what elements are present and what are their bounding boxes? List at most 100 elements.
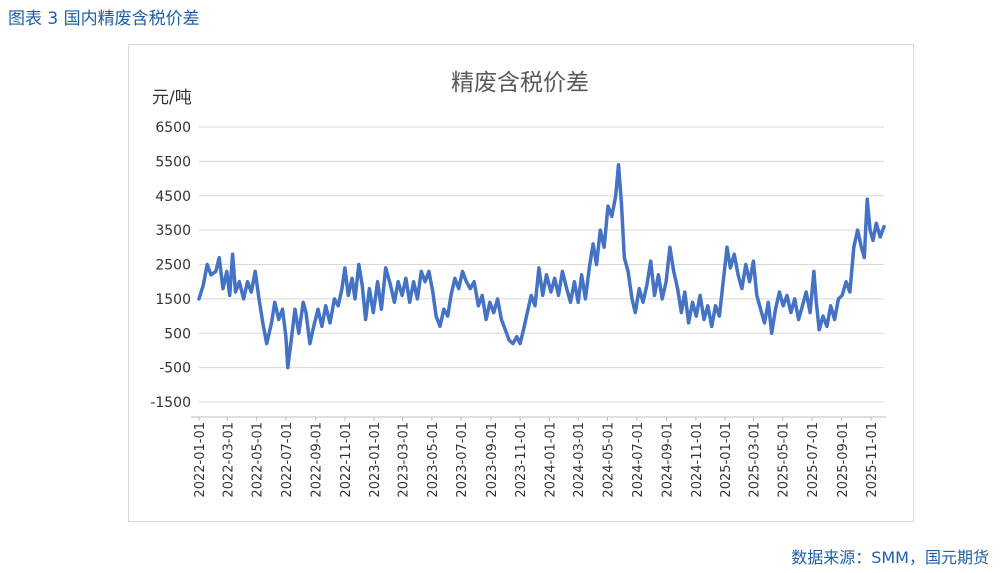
x-tick-label: 2024-09-01 — [661, 422, 676, 498]
data-point — [364, 318, 367, 321]
data-point — [680, 311, 683, 314]
data-point — [435, 315, 437, 317]
data-point — [778, 291, 781, 293]
data-point — [676, 287, 679, 290]
x-tick-label: 2023-11-01 — [514, 422, 529, 498]
data-point — [763, 322, 766, 324]
data-point — [614, 194, 617, 197]
data-point — [461, 270, 464, 273]
data-point — [305, 311, 307, 314]
data-point — [492, 311, 495, 314]
data-point — [285, 335, 287, 338]
x-tick-label: 2022-01-01 — [193, 422, 208, 498]
data-point — [623, 256, 626, 259]
data-point — [465, 280, 468, 283]
data-point — [401, 294, 403, 297]
x-tick-label: 2023-01-01 — [368, 422, 383, 498]
data-point — [869, 229, 871, 232]
data-point — [665, 280, 667, 283]
x-tick-label: 2023-07-01 — [455, 422, 470, 498]
data-point — [312, 325, 315, 328]
y-tick-label: 2500 — [155, 258, 191, 274]
data-point — [627, 270, 629, 273]
data-point — [733, 253, 736, 256]
data-point — [408, 301, 411, 304]
y-tick-label: -1500 — [150, 395, 191, 411]
data-point — [469, 287, 472, 290]
data-point — [813, 270, 815, 273]
data-point — [439, 325, 441, 328]
data-point — [714, 304, 717, 307]
data-point — [669, 246, 671, 249]
data-point — [805, 291, 808, 293]
data-point — [818, 328, 821, 331]
x-tick-label: 2025-01-01 — [719, 422, 734, 498]
data-point — [519, 342, 521, 345]
data-point — [815, 301, 818, 304]
data-point — [351, 277, 353, 280]
data-point — [242, 298, 245, 300]
data-point — [297, 332, 300, 335]
data-point — [372, 311, 375, 314]
data-point — [496, 298, 499, 300]
data-point — [231, 253, 234, 256]
x-tick-label: 2023-05-01 — [426, 422, 441, 498]
data-point — [393, 301, 396, 304]
data-point — [879, 236, 882, 238]
data-point — [797, 318, 800, 321]
x-tick-label: 2022-05-01 — [251, 422, 266, 498]
data-point — [281, 308, 284, 311]
x-tick-label: 2024-05-01 — [602, 422, 617, 498]
data-point — [607, 205, 609, 208]
data-point — [786, 294, 788, 297]
data-point — [530, 294, 533, 297]
data-point — [206, 263, 209, 266]
x-tick-label: 2024-07-01 — [631, 422, 646, 498]
y-tick-label: -500 — [159, 361, 191, 377]
x-tick-label: 2025-07-01 — [806, 422, 821, 498]
data-point — [729, 267, 732, 269]
data-point — [290, 339, 293, 341]
data-point — [337, 304, 340, 307]
data-point — [599, 229, 602, 232]
data-point — [324, 304, 327, 307]
data-point — [718, 315, 721, 317]
data-point — [541, 294, 544, 297]
data-point — [250, 291, 253, 293]
data-point — [238, 280, 241, 283]
data-point — [397, 280, 400, 283]
data-point — [412, 280, 415, 283]
data-point — [333, 298, 336, 300]
y-axis-unit-label: 元/吨 — [152, 88, 192, 108]
data-point — [376, 280, 379, 283]
data-point — [500, 318, 503, 321]
data-point — [368, 287, 371, 290]
data-point — [841, 294, 844, 297]
data-point — [683, 291, 686, 293]
data-point — [550, 291, 552, 293]
data-point — [341, 287, 343, 290]
data-point — [695, 315, 698, 317]
data-point — [234, 291, 237, 293]
data-point — [638, 287, 641, 290]
data-point — [863, 256, 866, 259]
data-point — [473, 280, 475, 283]
data-point — [833, 318, 836, 321]
data-point — [477, 304, 480, 307]
data-point — [883, 225, 885, 228]
data-point — [603, 246, 605, 249]
data-point — [748, 280, 751, 283]
data-point — [710, 325, 713, 328]
data-point — [202, 284, 205, 286]
y-tick-labels: -1500 -500 500 1500 2500 3500 4500 5500 6500 — [150, 120, 191, 411]
data-point — [481, 294, 484, 297]
chart-frame — [128, 44, 914, 522]
y-tick-label: 5500 — [155, 154, 191, 170]
data-point — [265, 342, 268, 345]
data-point — [270, 322, 273, 324]
data-point — [653, 294, 656, 297]
data-point — [584, 298, 587, 300]
y-tick-label: 500 — [164, 326, 191, 342]
data-point — [384, 267, 387, 269]
data-point — [706, 304, 709, 307]
